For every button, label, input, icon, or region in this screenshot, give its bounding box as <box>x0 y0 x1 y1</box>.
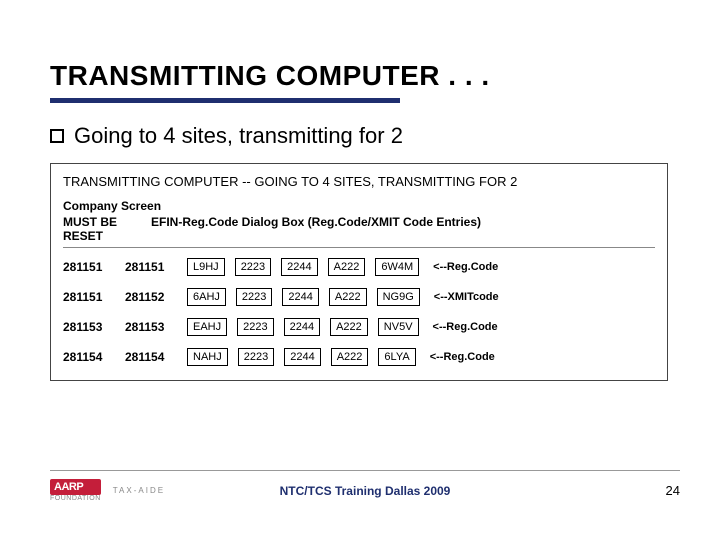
cell-code: 6AHJ <box>187 288 226 306</box>
data-panel: TRANSMITTING COMPUTER -- GOING TO 4 SITE… <box>50 163 668 381</box>
cell-code: 2244 <box>282 288 318 306</box>
row-label: <--Reg.Code <box>430 351 495 363</box>
cell-efin: 281151 <box>125 260 177 274</box>
slide-title: TRANSMITTING COMPUTER . . . <box>50 60 680 92</box>
cell-code: 6LYA <box>378 348 415 366</box>
cell-code: L9HJ <box>187 258 225 276</box>
cell-code: 2223 <box>236 288 272 306</box>
logo-main: AARP <box>50 479 101 495</box>
cell-company: 281151 <box>63 260 115 274</box>
footer: AARP FOUNDATION TAX-AIDE NTC/TCS Trainin… <box>50 470 680 502</box>
footer-row: AARP FOUNDATION TAX-AIDE NTC/TCS Trainin… <box>50 479 680 502</box>
page-number: 24 <box>666 483 680 498</box>
panel-header-row: MUST BE RESET EFIN-Reg.Code Dialog Box (… <box>63 215 655 243</box>
table-row: 281151 281151 L9HJ 2223 2244 A222 6W4M <… <box>63 258 655 276</box>
logo-sub: FOUNDATION <box>50 495 101 502</box>
footer-center-text: NTC/TCS Training Dallas 2009 <box>280 484 451 498</box>
bullet-row: Going to 4 sites, transmitting for 2 <box>50 123 680 149</box>
header-col-1: EFIN-Reg.Code Dialog Box (Reg.Code/XMIT … <box>151 215 655 229</box>
cell-code: 2244 <box>281 258 317 276</box>
bullet-square-icon <box>50 129 64 143</box>
row-label: <--XMITcode <box>434 291 499 303</box>
panel-sub1: Company Screen <box>63 199 655 213</box>
data-rows: 281151 281151 L9HJ 2223 2244 A222 6W4M <… <box>63 258 655 366</box>
cell-company: 281153 <box>63 320 115 334</box>
cell-code: 2244 <box>284 348 320 366</box>
cell-code: NAHJ <box>187 348 228 366</box>
table-row: 281154 281154 NAHJ 2223 2244 A222 6LYA <… <box>63 348 655 366</box>
logo-taxaide: TAX-AIDE <box>113 486 165 495</box>
cell-company: 281151 <box>63 290 115 304</box>
cell-code: 2223 <box>237 318 273 336</box>
title-underline <box>50 98 400 103</box>
table-row: 281151 281152 6AHJ 2223 2244 A222 NG9G <… <box>63 288 655 306</box>
table-row: 281153 281153 EAHJ 2223 2244 A222 NV5V <… <box>63 318 655 336</box>
cell-efin: 281153 <box>125 320 177 334</box>
aarp-logo: AARP FOUNDATION TAX-AIDE <box>50 479 165 502</box>
cell-code: A222 <box>329 288 367 306</box>
cell-code: EAHJ <box>187 318 227 336</box>
row-label: <--Reg.Code <box>433 261 498 273</box>
cell-code: 2223 <box>235 258 271 276</box>
slide: TRANSMITTING COMPUTER . . . Going to 4 s… <box>0 0 720 540</box>
cell-code: NV5V <box>378 318 419 336</box>
row-label: <--Reg.Code <box>433 321 498 333</box>
cell-code: A222 <box>330 318 368 336</box>
panel-heading: TRANSMITTING COMPUTER -- GOING TO 4 SITE… <box>63 174 655 189</box>
cell-code: 6W4M <box>375 258 419 276</box>
cell-code: NG9G <box>377 288 420 306</box>
panel-divider <box>63 247 655 248</box>
cell-efin: 281152 <box>125 290 177 304</box>
cell-code: 2223 <box>238 348 274 366</box>
footer-divider <box>50 470 680 471</box>
cell-efin: 281154 <box>125 350 177 364</box>
header-col-0: MUST BE RESET <box>63 215 133 243</box>
cell-code: 2244 <box>284 318 320 336</box>
bullet-text: Going to 4 sites, transmitting for 2 <box>74 123 403 149</box>
cell-company: 281154 <box>63 350 115 364</box>
cell-code: A222 <box>331 348 369 366</box>
cell-code: A222 <box>328 258 366 276</box>
